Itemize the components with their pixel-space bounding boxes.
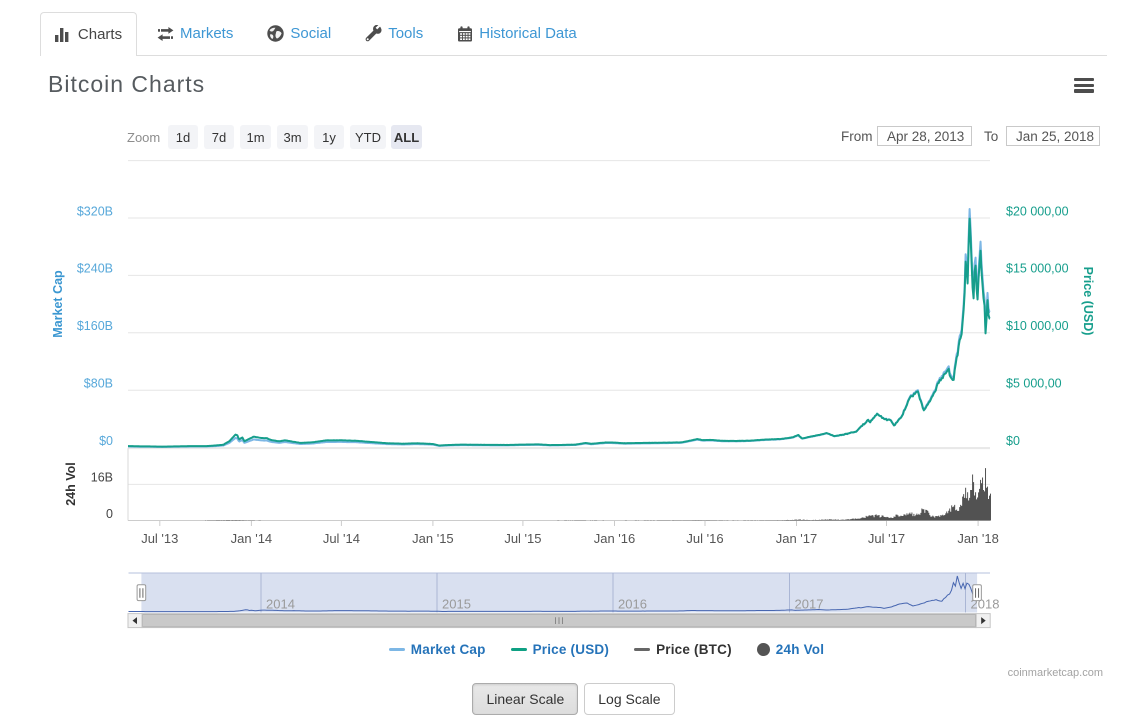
price-usd-series-line [127, 217, 991, 448]
market-cap-line-swatch [388, 648, 405, 651]
volume-tick-label: 0 [106, 507, 113, 521]
calendar-icon [457, 25, 473, 42]
volume-axis-title: 24h Vol [64, 462, 78, 506]
navigator: 2014 2015 2016 2017 2018 [128, 572, 999, 613]
linear-scale-button[interactable]: Linear Scale [472, 683, 579, 715]
tab-tools-label: Tools [388, 25, 424, 42]
zoom-button-ytd[interactable]: YTD [350, 125, 386, 149]
x-tick-label: Jul '15 [504, 531, 541, 546]
zoom-button-1d[interactable]: 1d [168, 125, 198, 149]
legend-label-price-btc: Price (BTC) [656, 642, 732, 657]
globe-icon [267, 25, 285, 42]
zoom-label: Zoom [127, 130, 161, 145]
x-tick-label: Jan '17 [776, 531, 818, 546]
x-tick-label: Jul '14 [323, 531, 360, 546]
price-tick-label: $15 000,00 [1006, 262, 1069, 276]
market-cap-series-line [127, 208, 991, 448]
x-tick-label: Jul '17 [868, 531, 905, 546]
volume-tick-label: 16B [91, 471, 113, 485]
x-tick-label: Jul '13 [141, 531, 178, 546]
tab-historical-data[interactable]: Historical Data [450, 12, 584, 55]
market-cap-tick-label: $0 [99, 434, 113, 448]
legend-item-24h-vol[interactable]: 24h Vol [756, 642, 825, 657]
scrollbar-left-arrow[interactable] [127, 613, 143, 629]
legend-label-price-usd: Price (USD) [532, 642, 610, 657]
market-cap-tick-label: $240B [77, 262, 113, 276]
x-axis: Jul '13 Jan '14 Jul '14 Jan '15 Jul '15 Jan '… [141, 520, 999, 546]
chart-legend: Market Cap Price (USD) Price (BTC) 24h V… [33, 642, 1147, 657]
tab-bar: Charts Markets [40, 12, 1107, 56]
market-cap-tick-label: $160B [77, 319, 113, 333]
scrollbar-thumb[interactable] [142, 613, 976, 628]
legend-item-price-usd[interactable]: Price (USD) [510, 642, 610, 657]
tab-markets[interactable]: Markets [150, 12, 240, 55]
axis-lines [127, 448, 990, 521]
to-label: To [984, 129, 999, 144]
zoom-button-1m[interactable]: 1m [240, 125, 271, 149]
page-title: Bitcoin Charts [48, 71, 206, 97]
scale-toggle: Linear Scale Log Scale [0, 683, 1147, 715]
x-tick-label: Jan '14 [231, 531, 273, 546]
zoom-button-all[interactable]: ALL [391, 125, 422, 149]
scrollbar [127, 613, 991, 629]
market-cap-axis-title: Market Cap [51, 270, 65, 338]
navigator-right-handle[interactable] [972, 584, 982, 602]
exchange-arrows-icon [157, 26, 174, 41]
grid-lines [128, 160, 990, 485]
x-tick-label: Jan '16 [594, 531, 636, 546]
market-cap-axis: $0 $80B $160B $240B $320B Market Cap [51, 204, 113, 448]
zoom-button-7d[interactable]: 7d [204, 125, 234, 149]
price-tick-label: $5 000,00 [1006, 376, 1062, 390]
watermark: coinmarketcap.com [1007, 667, 1103, 679]
tab-markets-label: Markets [180, 25, 234, 42]
price-axis: $0 $5 000,00 $10 000,00 $15 000,00 $20 000,0… [1006, 204, 1095, 448]
to-date-input[interactable] [1006, 126, 1100, 146]
price-tick-label: $10 000,00 [1006, 319, 1069, 333]
scrollbar-right-arrow[interactable] [975, 613, 991, 629]
tab-social[interactable]: Social [260, 12, 338, 55]
x-tick-label: Jan '18 [957, 531, 999, 546]
hamburger-menu-icon[interactable] [1074, 78, 1094, 93]
price-usd-line-swatch [510, 648, 527, 651]
price-tick-label: $20 000,00 [1006, 204, 1069, 218]
navigator-selected-range[interactable] [141, 573, 978, 613]
tab-tools[interactable]: Tools [358, 12, 430, 55]
volume-axis: 0 16B 24h Vol [64, 462, 113, 521]
wrench-icon [365, 25, 382, 42]
zoom-button-3m[interactable]: 3m [277, 125, 308, 149]
tab-historical-data-label: Historical Data [479, 25, 577, 42]
legend-label-24h-vol: 24h Vol [775, 642, 825, 657]
volume-bars [205, 468, 991, 521]
zoom-button-1y[interactable]: 1y [314, 125, 344, 149]
price-btc-line-swatch [634, 648, 651, 651]
volume-circle-swatch [756, 643, 770, 656]
x-tick-label: Jul '16 [686, 531, 723, 546]
tab-charts-label: Charts [77, 26, 123, 43]
legend-item-market-cap[interactable]: Market Cap [388, 642, 486, 657]
navigator-left-handle[interactable] [136, 584, 147, 602]
from-label: From [841, 129, 873, 144]
from-date-input[interactable] [877, 126, 972, 146]
market-cap-tick-label: $80B [84, 376, 113, 390]
tab-social-label: Social [290, 25, 332, 42]
tab-charts[interactable]: Charts [40, 12, 137, 56]
legend-item-price-btc[interactable]: Price (BTC) [634, 642, 732, 657]
bar-chart-icon [54, 27, 70, 42]
price-axis-title: Price (USD) [1081, 267, 1095, 336]
price-tick-label: $0 [1006, 434, 1020, 448]
legend-label-market-cap: Market Cap [410, 642, 486, 657]
log-scale-button[interactable]: Log Scale [584, 683, 675, 715]
x-tick-label: Jan '15 [412, 531, 454, 546]
market-cap-tick-label: $320B [77, 204, 113, 218]
